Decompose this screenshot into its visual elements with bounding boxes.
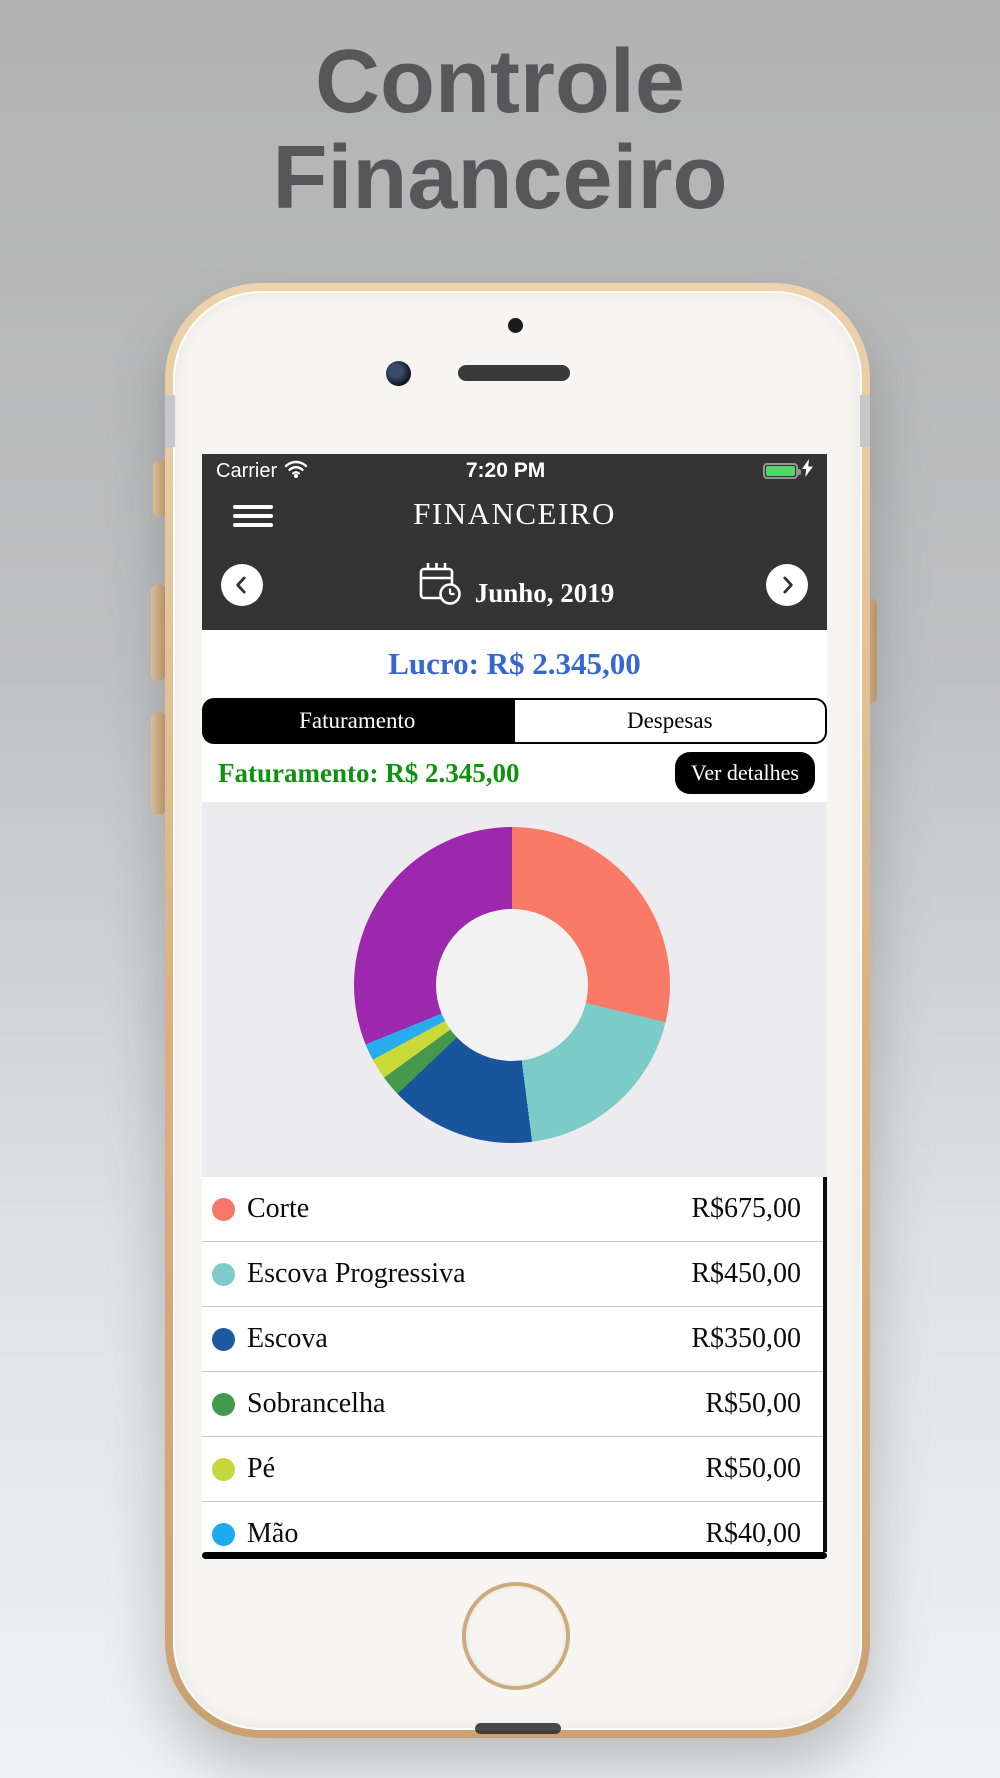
legend-row[interactable]: Sobrancelha R$50,00: [202, 1372, 823, 1437]
tab-despesas[interactable]: Despesas: [512, 698, 827, 744]
legend-row[interactable]: Mão R$40,00: [202, 1502, 823, 1552]
page-title: Controle Financeiro: [0, 34, 1000, 226]
month-label: Junho, 2019: [474, 577, 615, 608]
legend-item-label: Corte: [247, 1193, 310, 1224]
faturamento-total: Faturamento: R$ 2.345,00: [218, 757, 520, 788]
charging-bolt-icon: [802, 459, 813, 483]
chart-area: [202, 802, 827, 1177]
page-title-line1: Controle: [315, 32, 685, 132]
carrier-label: Carrier: [216, 459, 278, 482]
wifi-icon: [284, 459, 308, 484]
menu-button[interactable]: [233, 500, 273, 532]
nav-bar: FINANCEIRO: [202, 488, 827, 540]
legend-item-value: R$675,00: [691, 1193, 801, 1224]
legend-color-dot: [212, 1327, 235, 1351]
legend-row[interactable]: Escova R$350,00: [202, 1307, 823, 1372]
app-screen: Carrier 7:20 PM: [202, 454, 827, 1559]
donut-chart: [354, 827, 670, 1143]
legend-item-label: Sobrancelha: [247, 1388, 386, 1419]
next-month-button[interactable]: [766, 564, 808, 606]
tab-faturamento[interactable]: Faturamento: [202, 698, 513, 744]
battery-icon: [763, 463, 801, 479]
legend-row[interactable]: Escova Progressiva R$450,00: [202, 1242, 823, 1307]
legend-item-label: Mão: [247, 1518, 299, 1549]
legend-list: Corte R$675,00 Escova Progressiva R$450,00 E…: [202, 1177, 827, 1552]
legend-color-dot: [212, 1457, 235, 1481]
legend-color-dot: [212, 1197, 235, 1221]
mute-switch: [153, 460, 168, 517]
donut-hole: [436, 909, 588, 1061]
volume-down-button: [151, 712, 166, 815]
prev-month-button[interactable]: [221, 564, 263, 606]
legend-color-dot: [212, 1392, 235, 1416]
month-selector: Junho, 2019: [202, 540, 827, 630]
home-button: [462, 1582, 570, 1690]
legend-item-label: Escova: [247, 1323, 328, 1354]
antenna-band-left: [165, 395, 175, 447]
legend-item-value: R$450,00: [691, 1258, 801, 1289]
page-title-line2: Financeiro: [272, 128, 728, 228]
legend-item-label: Escova Progressiva: [247, 1258, 466, 1289]
legend-row[interactable]: Pé R$50,00: [202, 1437, 823, 1502]
legend-row[interactable]: Corte R$675,00: [202, 1177, 823, 1242]
lucro-summary: Lucro: R$ 2.345,00: [202, 630, 827, 698]
tab-bar: Faturamento Despesas: [202, 698, 827, 744]
legend-item-value: R$50,00: [705, 1453, 801, 1484]
status-bar: Carrier 7:20 PM: [202, 454, 827, 488]
antenna-band-right: [860, 395, 870, 447]
volume-up-button: [151, 584, 166, 681]
calendar-icon: [415, 559, 463, 612]
status-time: 7:20 PM: [465, 459, 546, 482]
legend-item-value: R$350,00: [691, 1323, 801, 1354]
legend-color-dot: [212, 1522, 235, 1546]
speaker-grill: [458, 365, 570, 381]
faturamento-detail-row: Faturamento: R$ 2.345,00 Ver detalhes: [202, 744, 827, 802]
legend-item-value: R$50,00: [705, 1388, 801, 1419]
front-camera: [386, 361, 411, 386]
ver-detalhes-button[interactable]: Ver detalhes: [674, 752, 815, 794]
legend-item-label: Pé: [247, 1453, 275, 1484]
screen-bottom-bar: [202, 1552, 827, 1559]
app-header: Carrier 7:20 PM: [202, 454, 827, 630]
app-title: FINANCEIRO: [413, 496, 616, 531]
legend-item-value: R$40,00: [705, 1518, 801, 1549]
bottom-port: [475, 1723, 561, 1734]
legend-color-dot: [212, 1262, 235, 1286]
phone-frame: Carrier 7:20 PM: [165, 283, 870, 1738]
proximity-sensor-dot: [508, 318, 523, 333]
